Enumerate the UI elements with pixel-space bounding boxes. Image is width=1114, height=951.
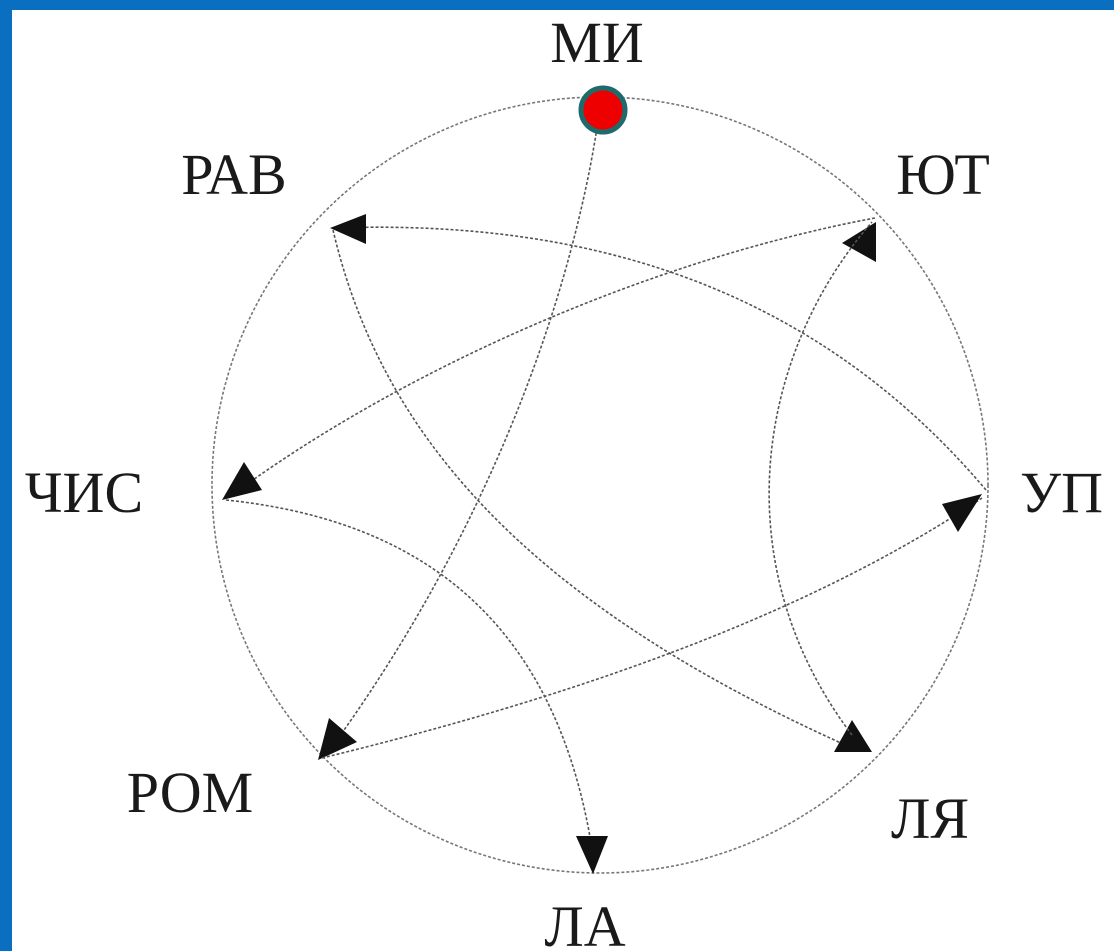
edge-rom-up: [321, 497, 983, 759]
node-label-lya: ЛЯ: [891, 786, 969, 851]
arrow-at-yut: [842, 222, 876, 262]
node-label-up: УП: [1020, 460, 1103, 525]
arrow-rom-up: [942, 494, 982, 532]
diagram-panel: [12, 10, 1114, 951]
arrow-up-rav: [330, 214, 366, 244]
node-label-rav: РАВ: [181, 142, 286, 207]
edge-chis-la: [225, 499, 595, 863]
arrow-yut-chis: [222, 462, 262, 500]
highlight-node-mi: [578, 85, 628, 135]
node-label-mi: МИ: [550, 10, 643, 75]
edge-lya-yut: [768, 221, 873, 736]
edge-up-rav: [332, 226, 987, 491]
edges-group: [222, 127, 987, 874]
node-label-rom: РОМ: [127, 760, 253, 825]
arrow-chis-la: [576, 836, 608, 874]
node-label-chis: ЧИС: [25, 460, 143, 525]
edge-yut-chis: [227, 217, 876, 499]
edge-rav-lya: [332, 229, 853, 749]
arrow-rav-lya: [834, 720, 872, 752]
edge-mi-rom: [325, 127, 598, 756]
node-label-la: ЛА: [544, 894, 625, 951]
arrow-mi-rom: [318, 718, 357, 760]
node-label-yut: ЮТ: [896, 142, 990, 207]
